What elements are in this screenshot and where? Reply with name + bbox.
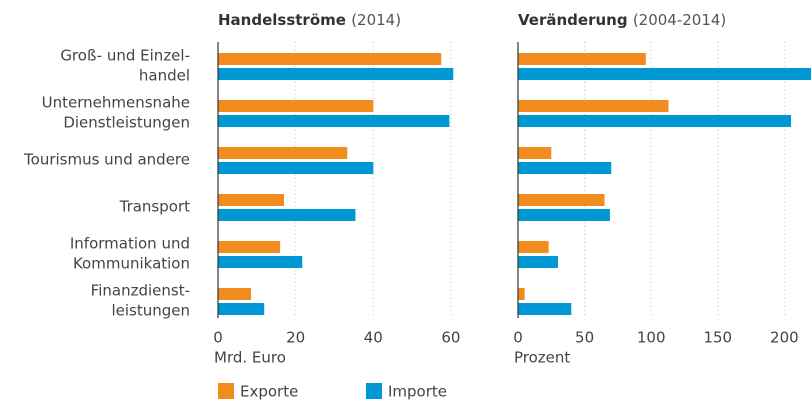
bar — [518, 100, 669, 112]
bar — [518, 53, 646, 65]
legend-swatch — [218, 383, 234, 399]
bar — [218, 53, 442, 65]
category-label: leistungen — [111, 302, 190, 320]
category-label: Information und — [70, 235, 190, 253]
legend-label: Exporte — [240, 383, 298, 401]
bar — [218, 241, 281, 253]
x-axis-label: Prozent — [514, 349, 570, 367]
bar — [218, 68, 454, 80]
bar — [518, 162, 612, 174]
bar — [518, 68, 811, 80]
x-tick-label: 0 — [213, 329, 223, 347]
x-tick-label: 40 — [364, 329, 383, 347]
chart-title: Handelsströme (2014) — [218, 11, 401, 29]
category-label: handel — [139, 67, 190, 85]
bar — [218, 194, 284, 206]
bar — [518, 115, 792, 127]
x-tick-label: 150 — [703, 329, 732, 347]
bar — [218, 100, 374, 112]
category-label: Finanzdienst- — [91, 282, 190, 300]
bar — [518, 147, 552, 159]
subtitle: (2014) — [351, 11, 401, 29]
category-label: Kommunikation — [73, 255, 190, 273]
bar — [518, 288, 525, 300]
bar — [518, 209, 610, 221]
legend-label: Importe — [388, 383, 447, 401]
bar — [518, 194, 605, 206]
x-tick-label: 20 — [286, 329, 305, 347]
subtitle: (2004-2014) — [633, 11, 726, 29]
category-label: Transport — [119, 198, 191, 216]
bar — [218, 209, 356, 221]
x-tick-label: 200 — [770, 329, 799, 347]
bar — [218, 288, 251, 300]
bar — [218, 303, 265, 315]
bar — [218, 115, 450, 127]
bar — [518, 241, 549, 253]
category-label: Dienstleistungen — [63, 114, 190, 132]
title: Handelsströme — [218, 11, 346, 29]
x-tick-label: 60 — [441, 329, 460, 347]
category-label: Groß- und Einzel- — [60, 47, 190, 65]
bar — [218, 162, 374, 174]
x-axis-label: Mrd. Euro — [214, 349, 286, 367]
bar — [518, 303, 572, 315]
bar — [218, 256, 303, 268]
bar — [518, 256, 558, 268]
x-tick-label: 50 — [575, 329, 594, 347]
x-tick-label: 0 — [513, 329, 523, 347]
legend-swatch — [366, 383, 382, 399]
category-label: Unternehmensnahe — [42, 94, 190, 112]
title: Veränderung — [518, 11, 628, 29]
x-tick-label: 100 — [637, 329, 666, 347]
bar — [218, 147, 348, 159]
category-label: Tourismus und andere — [23, 151, 190, 169]
chart-title: Veränderung (2004-2014) — [518, 11, 726, 29]
